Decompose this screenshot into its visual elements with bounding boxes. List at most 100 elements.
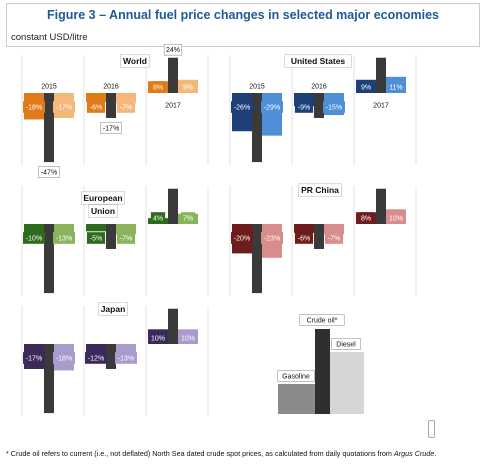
european-union-title: European [83,193,122,203]
european-union-gasoline-label-box [150,212,166,224]
pr-china-crude-bar [252,224,262,294]
pr-china-gasoline-label-box [358,212,374,224]
european-union-gasoline-label: -5% [90,235,102,242]
european-union-diesel-label: -13% [56,235,72,242]
pr-china-gasoline-label-box [294,232,314,244]
world-crude-label-box [100,122,123,134]
pr-china-gasoline-label: -20% [234,235,250,242]
united-states-gasoline-label: -26% [234,104,250,111]
japan-diesel-label: -18% [56,355,72,362]
european-union-gasoline-label: 4% [153,215,163,222]
world-gasoline-label: -18% [26,104,42,111]
european-union-title-2-box [88,204,118,218]
legend-label-crude: Crude oil* [307,317,338,324]
japan-diesel-label: -13% [118,355,134,362]
united-states-crude-bar [314,93,324,118]
japan-title-box [98,302,128,316]
title-box: Figure 3 – Annual fuel price changes in … [6,3,480,47]
european-union-diesel-label-box [52,232,75,244]
figure-title: Figure 3 – Annual fuel price changes in … [46,8,440,22]
world-diesel-label: -7% [120,104,132,111]
european-union-crude-bar [106,224,116,249]
world-crude-bar [168,57,178,93]
japan-gasoline-label-box [85,352,108,364]
european-union-gasoline-label-box [86,232,106,244]
japan-crude-bar [44,344,54,414]
pr-china-diesel-label-box [386,212,406,224]
united-states-diesel-label: -15% [326,104,342,111]
united-states-gasoline-label: -9% [298,104,310,111]
legend-bar-diesel [330,352,364,414]
pr-china-gasoline-label: 8% [361,215,371,222]
world-crude-label: -47% [41,170,57,177]
pr-china-diesel-label-box [324,232,344,244]
united-states-diesel-label-box [322,101,345,113]
japan-gasoline-label-box [22,352,45,364]
legend-label-gasoline-box [277,370,315,382]
pr-china-diesel-label: -7% [328,235,340,242]
japan-gasoline-label-box [148,332,168,344]
footnote-source: Argus Crude [393,449,435,458]
world-gasoline-label-box [22,101,45,113]
pr-china-gasoline-bar [294,224,314,233]
european-union-gasoline-label: -10% [26,235,42,242]
united-states-diesel-label: 11% [389,84,403,91]
united-states-year-2015: 2015 [249,83,265,90]
european-union-gasoline-bar [86,224,106,232]
world-diesel-label: -17% [56,104,72,111]
united-states-diesel-label-box [260,101,283,113]
legend-label-gasoline: Gasoline [282,373,310,380]
united-states-year-2017: 2017 [373,102,389,109]
european-union-diesel-bar [116,224,136,235]
footnote: * Crude oil refers to current (i.e., not… [6,449,484,458]
pr-china-crude-bar [376,188,386,224]
united-states-gasoline-label-box [231,101,254,113]
world-crude-label: -17% [103,125,119,132]
japan-diesel-label-box [115,352,138,364]
world-crude-bar [44,93,54,163]
japan-gasoline-label: -12% [88,355,104,362]
world-diesel-label-box [52,101,75,113]
world-crude-label: 24% [166,47,180,54]
united-states-crude-bar [376,57,386,93]
world-diesel-bar [116,93,136,104]
pr-china-gasoline-label: -6% [298,235,310,242]
japan-crude-bar [106,344,116,369]
world-diesel-label: 9% [183,84,193,91]
japan-diesel-label: 10% [181,335,195,342]
pr-china-gasoline-label-box [231,232,254,244]
united-states-title: United States [291,56,346,66]
world-crude-label-box [163,43,183,56]
united-states-diesel-label-box [386,81,406,93]
world-year-2017: 2017 [165,102,181,109]
footnote-end: . [434,449,437,458]
united-states-gasoline-label-box [294,101,314,113]
world-diesel-label-box [116,101,136,113]
pr-china-crude-bar [314,224,324,249]
pr-china-diesel-label-box [260,232,283,244]
united-states-diesel-label: -29% [264,104,280,111]
legend-label-diesel-box [331,338,361,350]
pr-china-diesel-label: -23% [264,235,280,242]
european-union-title-box [81,191,126,205]
world-crude-label-box [37,166,60,178]
footnote-text: * Crude oil refers to current (i.e., not… [6,449,394,458]
united-states-gasoline-label: 9% [361,84,371,91]
united-states-diesel-bar [262,93,282,136]
pr-china-title-box [297,183,342,197]
pr-china-title: PR China [301,185,339,195]
japan-gasoline-label: -17% [26,355,42,362]
japan-title: Japan [101,304,126,314]
european-union-gasoline-label-box [22,232,45,244]
pr-china-diesel-bar [324,224,344,235]
japan-diesel-label-box [52,352,75,364]
united-states-crude-bar [252,93,262,163]
united-states-year-2016: 2016 [311,83,327,90]
world-diesel-label-box [180,81,196,93]
european-union-title-2: Union [91,206,115,216]
unit-label: constant USD/litre [11,32,88,43]
united-states-title-box [284,54,352,68]
world-gasoline-label: -6% [90,104,102,111]
